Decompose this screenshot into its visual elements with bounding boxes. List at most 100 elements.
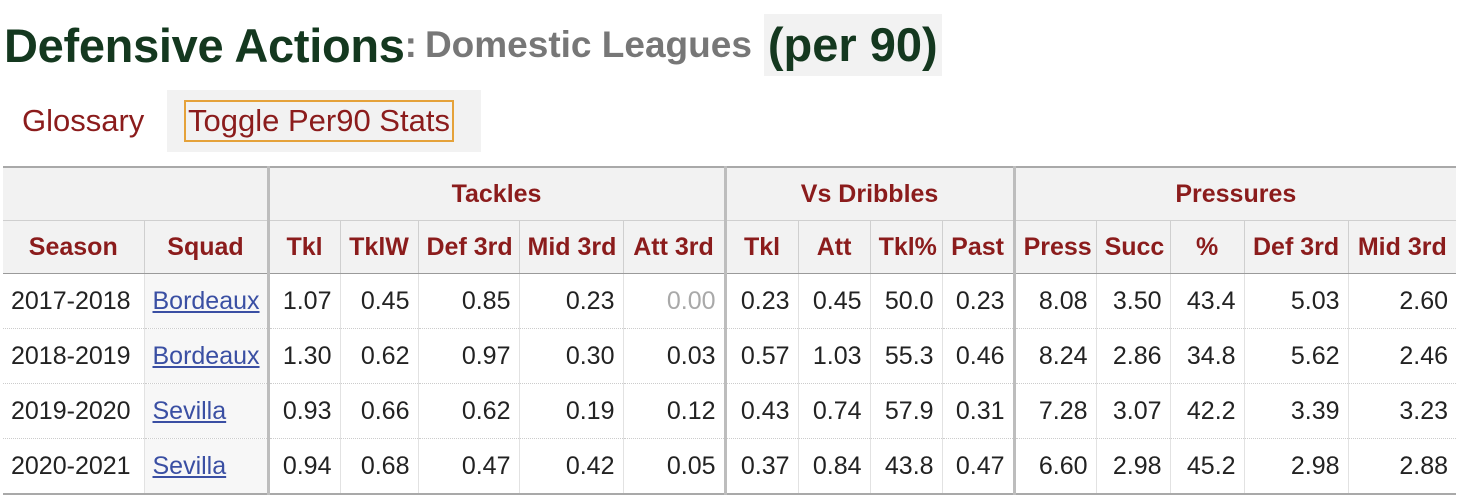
cell-stat: 42.2	[1169, 383, 1245, 439]
table-row: 2019-2020 Sevilla 0.93 0.66 0.62 0.19 0.12 0.43…	[3, 383, 1457, 439]
toggle-wrap: Toggle Per90 Stats	[167, 90, 481, 152]
cell-stat: 0.66	[339, 383, 418, 439]
col-header-press-pct[interactable]: %	[1169, 220, 1245, 274]
column-header-row: Season Squad Tkl TklW Def 3rd Mid 3rd At…	[3, 220, 1457, 274]
cell-stat: 8.24	[1012, 328, 1097, 384]
col-header-tkl[interactable]: Tkl	[266, 220, 340, 274]
cell-stat: 0.30	[518, 328, 623, 384]
cell-season: 2017-2018	[3, 273, 144, 329]
cell-squad: Sevilla	[143, 438, 268, 494]
cell-stat: 55.3	[869, 328, 943, 384]
group-header-blank	[3, 167, 268, 221]
cell-stat: 0.05	[622, 438, 726, 494]
cell-stat: 0.45	[339, 273, 418, 329]
cell-stat: 0.43	[723, 383, 799, 439]
section-title: Defensive Actions: Domestic Leagues (per…	[4, 14, 942, 76]
cell-stat: 0.62	[417, 383, 519, 439]
col-header-tkl-mid-3rd[interactable]: Mid 3rd	[518, 220, 623, 274]
cell-stat: 0.23	[723, 273, 799, 329]
cell-stat: 0.37	[723, 438, 799, 494]
cell-stat: 3.07	[1095, 383, 1171, 439]
cell-stat: 2.98	[1095, 438, 1171, 494]
cell-stat: 50.0	[869, 273, 943, 329]
cell-stat: 0.00	[622, 273, 726, 329]
defensive-actions-table: Tackles Vs Dribbles Pressures Season Squ…	[3, 166, 1457, 495]
cell-stat: 0.94	[266, 438, 340, 494]
table-row: 2017-2018 Bordeaux 1.07 0.45 0.85 0.23 0.00 0.2…	[3, 273, 1457, 329]
cell-stat: 6.60	[1012, 438, 1097, 494]
squad-link[interactable]: Sevilla	[152, 396, 227, 425]
cell-stat: 3.23	[1347, 383, 1457, 439]
cell-stat: 0.68	[339, 438, 418, 494]
group-header-row: Tackles Vs Dribbles Pressures	[3, 167, 1457, 221]
group-header-vs-dribbles: Vs Dribbles	[723, 167, 1015, 221]
col-header-succ[interactable]: Succ	[1095, 220, 1171, 274]
cell-stat: 0.31	[941, 383, 1015, 439]
cell-stat: 0.84	[797, 438, 871, 494]
cell-stat: 0.23	[518, 273, 623, 329]
cell-stat: 0.03	[622, 328, 726, 384]
table-body: 2017-2018 Bordeaux 1.07 0.45 0.85 0.23 0.00 0.2…	[3, 273, 1457, 494]
cell-stat: 0.19	[518, 383, 623, 439]
cell-stat: 2.88	[1347, 438, 1457, 494]
col-header-tklw[interactable]: TklW	[339, 220, 418, 274]
group-header-tackles: Tackles	[266, 167, 726, 221]
col-header-tkl-att-3rd[interactable]: Att 3rd	[622, 220, 726, 274]
cell-stat: 43.8	[869, 438, 943, 494]
cell-stat: 0.46	[941, 328, 1015, 384]
col-header-tkl-def-3rd[interactable]: Def 3rd	[417, 220, 519, 274]
col-header-drib-att[interactable]: Att	[797, 220, 871, 274]
cell-stat: 0.47	[417, 438, 519, 494]
cell-stat: 45.2	[1169, 438, 1245, 494]
cell-stat: 1.03	[797, 328, 871, 384]
table-row: 2018-2019 Bordeaux 1.30 0.62 0.97 0.30 0.03 0.5…	[3, 328, 1457, 384]
cell-squad: Bordeaux	[143, 273, 268, 329]
cell-season: 2019-2020	[3, 383, 144, 439]
cell-stat: 0.57	[723, 328, 799, 384]
glossary-link[interactable]: Glossary	[22, 103, 145, 138]
cell-stat: 2.46	[1347, 328, 1457, 384]
col-header-press-def-3rd[interactable]: Def 3rd	[1243, 220, 1349, 274]
cell-stat: 0.85	[417, 273, 519, 329]
squad-link[interactable]: Sevilla	[152, 451, 227, 480]
cell-stat: 0.23	[941, 273, 1015, 329]
squad-link[interactable]: Bordeaux	[152, 341, 260, 370]
toggle-per90-button[interactable]: Toggle Per90 Stats	[184, 100, 454, 142]
cell-stat: 2.60	[1347, 273, 1457, 329]
cell-season: 2020-2021	[11, 451, 131, 480]
cell-stat: 2.98	[1243, 438, 1349, 494]
cell-stat: 34.8	[1169, 328, 1245, 384]
title-main: Defensive Actions	[4, 18, 405, 72]
table-toolbar: Glossary Toggle Per90 Stats	[0, 90, 481, 152]
cell-stat: 0.74	[797, 383, 871, 439]
title-per90: (per 90)	[763, 14, 942, 76]
col-header-season[interactable]: Season	[3, 220, 144, 274]
cell-stat: 0.42	[518, 438, 623, 494]
col-header-squad[interactable]: Squad	[143, 220, 268, 274]
title-subtitle: Domestic Leagues	[424, 24, 752, 65]
cell-stat: 3.39	[1243, 383, 1349, 439]
col-header-drib-past[interactable]: Past	[941, 220, 1015, 274]
col-header-press-mid-3rd[interactable]: Mid 3rd	[1347, 220, 1457, 274]
cell-stat: 1.30	[266, 328, 340, 384]
cell-stat: 3.50	[1095, 273, 1171, 329]
cell-squad: Bordeaux	[143, 328, 268, 384]
cell-stat: 0.93	[266, 383, 340, 439]
cell-stat: 7.28	[1012, 383, 1097, 439]
cell-stat: 0.47	[941, 438, 1015, 494]
cell-stat: 0.45	[797, 273, 871, 329]
cell-stat: 0.12	[622, 383, 726, 439]
cell-season: 2018-2019	[3, 328, 144, 384]
col-header-drib-tkl-pct[interactable]: Tkl%	[869, 220, 943, 274]
cell-stat: 8.08	[1012, 273, 1097, 329]
col-header-press[interactable]: Press	[1012, 220, 1097, 274]
cell-stat: 5.03	[1243, 273, 1349, 329]
cell-stat: 2.86	[1095, 328, 1171, 384]
table-row: 2020-2021 Sevilla 0.94 0.68 0.47 0.42 0.05 0.37…	[3, 438, 1457, 494]
cell-squad: Sevilla	[143, 383, 268, 439]
cell-stat: 5.62	[1243, 328, 1349, 384]
col-header-drib-tkl[interactable]: Tkl	[723, 220, 799, 274]
squad-link[interactable]: Bordeaux	[152, 286, 260, 315]
cell-stat: 43.4	[1169, 273, 1245, 329]
group-header-pressures: Pressures	[1012, 167, 1457, 221]
